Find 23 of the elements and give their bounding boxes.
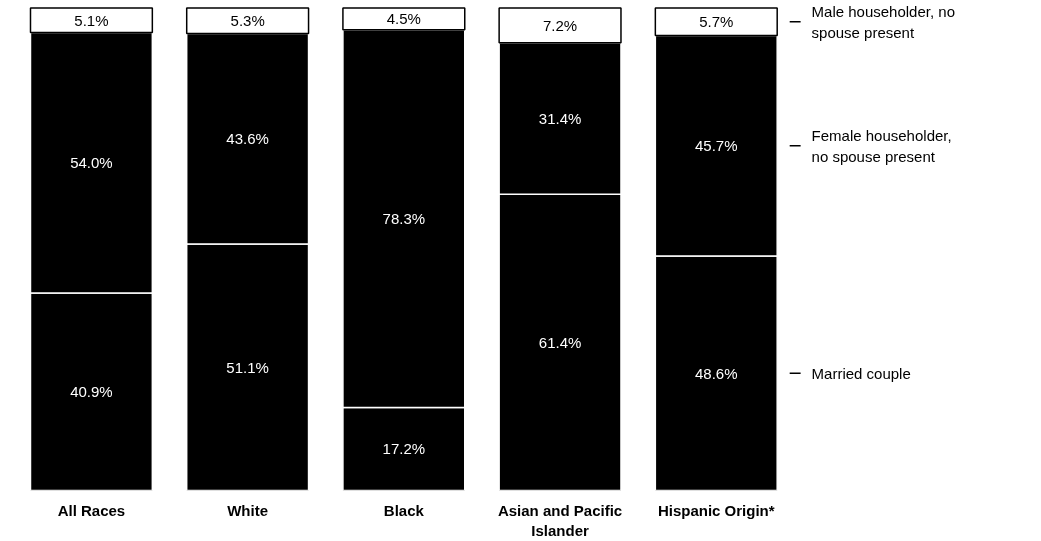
x-tick-label: Black bbox=[383, 501, 425, 519]
data-label: 5.1% bbox=[74, 11, 109, 29]
data-label: 51.1% bbox=[226, 358, 269, 376]
data-label: 4.5% bbox=[386, 10, 421, 28]
data-label: 7.2% bbox=[542, 16, 578, 34]
x-tick-label: All Races bbox=[57, 501, 126, 519]
data-label: 31.4% bbox=[538, 109, 582, 127]
data-label: 48.6% bbox=[695, 364, 738, 382]
text: Male householder, no spouse present bbox=[811, 2, 955, 41]
data-label: 43.6% bbox=[226, 130, 269, 148]
text: Married couple bbox=[811, 364, 911, 382]
data-label: 40.9% bbox=[70, 383, 113, 401]
data-label: 5.3% bbox=[230, 12, 265, 30]
text: Female householder, no spouse present bbox=[811, 126, 952, 165]
data-label: 17.2% bbox=[382, 440, 426, 458]
data-label: 54.0% bbox=[70, 154, 113, 172]
data-label: 78.3% bbox=[382, 210, 426, 228]
data-label: 5.7% bbox=[699, 13, 734, 31]
data-label: 45.7% bbox=[695, 137, 738, 155]
x-tick-label: Asian and Pacific Islander bbox=[497, 501, 623, 539]
x-tick-label: White bbox=[227, 501, 269, 519]
x-tick-label: Hispanic Origin* bbox=[657, 501, 775, 519]
data-label: 61.4% bbox=[538, 333, 582, 351]
